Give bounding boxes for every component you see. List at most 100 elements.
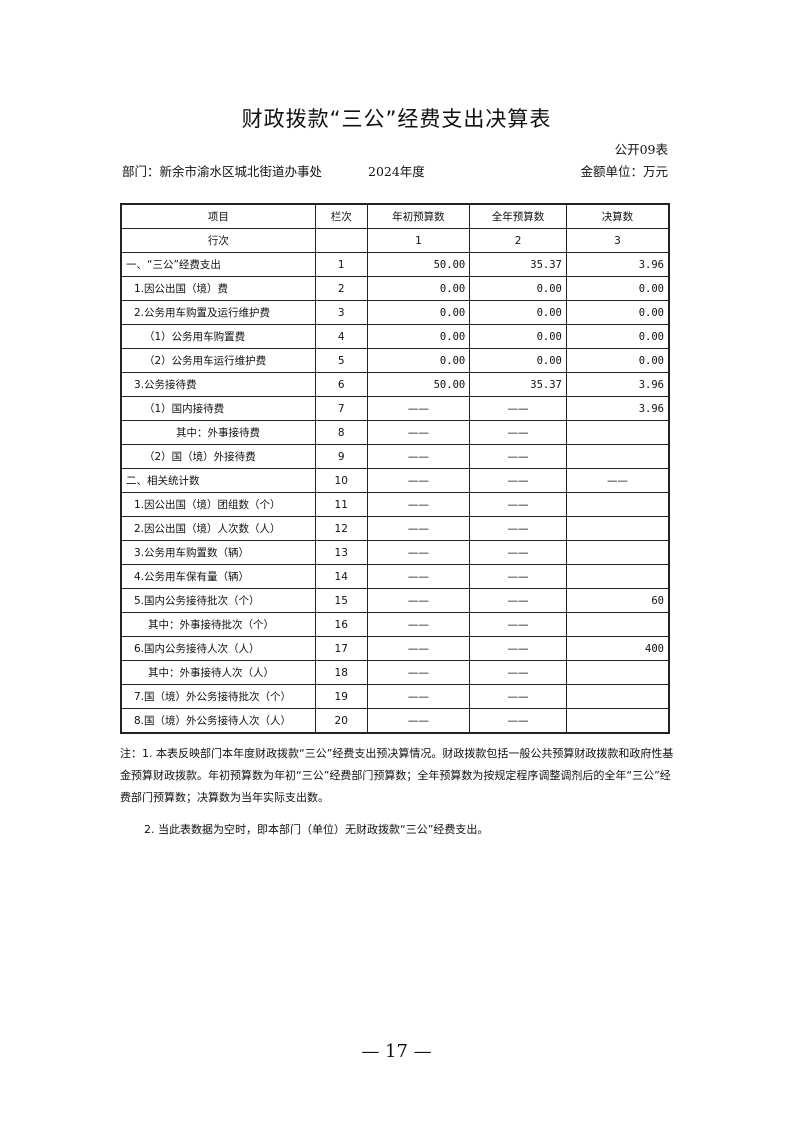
table-cell: 18 [314, 660, 368, 685]
table-cell: 3.96 [565, 396, 670, 421]
table-cell: —— [469, 660, 567, 685]
table-cell: 15 [314, 588, 368, 613]
table-row: 2.公务用车购置及运行维护费 3 0.00 0.00 0.00 [120, 300, 670, 325]
table-cell: 年初预算数 [366, 203, 471, 229]
table-cell: —— [565, 468, 670, 493]
table-cell: 0.00 [469, 324, 567, 349]
table-cell: 17 [314, 636, 368, 661]
table-cell: 11 [314, 492, 368, 517]
table-row: 3.公务接待费 6 50.00 35.37 3.96 [120, 372, 670, 397]
table-cell: 8.国（境）外公务接待人次（人） [120, 708, 316, 734]
table-cell: —— [366, 588, 471, 613]
table-cell: —— [469, 564, 567, 589]
table-cell: 3.96 [565, 372, 670, 397]
table-cell: 项目 [120, 203, 316, 229]
table-cell: —— [469, 468, 567, 493]
table-cell: 7 [314, 396, 368, 421]
table-cell: 其中：外事接待批次（个） [120, 612, 316, 637]
table-cell: —— [469, 396, 567, 421]
table-row: （1）公务用车购置费 4 0.00 0.00 0.00 [120, 324, 670, 349]
note-2: 2. 当此表数据为空时，即本部门（单位）无财政拨款“三公”经费支出。 [144, 823, 489, 836]
table-cell: —— [366, 660, 471, 685]
table-cell: —— [366, 396, 471, 421]
table-cell: 0.00 [565, 324, 670, 349]
table-number: 公开09表 [614, 142, 668, 157]
table-cell: 19 [314, 684, 368, 709]
table-cell: 50.00 [366, 372, 471, 397]
table-cell: 1.因公出国（境）费 [120, 276, 316, 301]
table-cell: 2.公务用车购置及运行维护费 [120, 300, 316, 325]
table-cell: 3.公务接待费 [120, 372, 316, 397]
table-cell: 0.00 [469, 276, 567, 301]
table-cell: 3 [565, 228, 670, 253]
table-cell: —— [469, 636, 567, 661]
table-cell: 7.国（境）外公务接待批次（个） [120, 684, 316, 709]
table-cell [565, 492, 670, 517]
table-cell: 35.37 [469, 252, 567, 277]
table-row: 7.国（境）外公务接待批次（个） 19 —— —— [120, 684, 670, 709]
table-row: 项目 栏次 年初预算数 全年预算数 决算数 [120, 203, 670, 229]
table-cell: —— [366, 636, 471, 661]
table-cell: 2 [314, 276, 368, 301]
notes: 注：1. 本表反映部门本年度财政拨款“三公”经费支出预决算情况。财政拨款包括一般… [120, 743, 680, 841]
table-row: 一、“三公”经费支出 1 50.00 35.37 3.96 [120, 252, 670, 277]
table-cell: 20 [314, 708, 368, 734]
table-cell [314, 228, 368, 253]
table-row: （1）国内接待费 7 —— —— 3.96 [120, 396, 670, 421]
table-cell: （2）公务用车运行维护费 [120, 348, 316, 373]
table-cell: 1 [314, 252, 368, 277]
table-cell: 0.00 [366, 300, 471, 325]
table-row: （2）公务用车运行维护费 5 0.00 0.00 0.00 [120, 348, 670, 373]
table-cell: 14 [314, 564, 368, 589]
table-cell: （1）公务用车购置费 [120, 324, 316, 349]
table-row: 4.公务用车保有量（辆） 14 —— —— [120, 564, 670, 589]
table-cell: 栏次 [314, 203, 368, 229]
table-cell: 3 [314, 300, 368, 325]
table-row: 3.公务用车购置数（辆） 13 —— —— [120, 540, 670, 565]
year: 2024年度 [368, 164, 425, 179]
table-cell: —— [469, 612, 567, 637]
table-cell: 一、“三公”经费支出 [120, 252, 316, 277]
table-cell: 3.公务用车购置数（辆） [120, 540, 316, 565]
table-cell: 0.00 [469, 348, 567, 373]
department: 部门：新余市渝水区城北街道办事处 [122, 164, 323, 179]
table-cell: 16 [314, 612, 368, 637]
table-row: （2）国（境）外接待费 9 —— —— [120, 444, 670, 469]
table-cell: 其中：外事接待费 [120, 420, 316, 445]
table-cell: 2 [469, 228, 567, 253]
table-cell [565, 540, 670, 565]
table-cell: —— [366, 684, 471, 709]
table-cell: （2）国（境）外接待费 [120, 444, 316, 469]
table-cell: —— [469, 684, 567, 709]
table-cell: 0.00 [366, 348, 471, 373]
table-cell: —— [469, 444, 567, 469]
table-cell [565, 684, 670, 709]
table-cell: 1 [366, 228, 471, 253]
table-cell: —— [366, 492, 471, 517]
table-cell: 35.37 [469, 372, 567, 397]
table-cell: —— [366, 420, 471, 445]
page-title: 财政拨款“三公”经费支出决算表 [241, 107, 552, 131]
table-cell: （1）国内接待费 [120, 396, 316, 421]
table-cell: 行次 [120, 228, 316, 253]
table-cell: 其中：外事接待人次（人） [120, 660, 316, 685]
table-row: 8.国（境）外公务接待人次（人） 20 —— —— [120, 708, 670, 734]
table-cell: 0.00 [366, 324, 471, 349]
table-cell: —— [469, 516, 567, 541]
table-cell: 0.00 [366, 276, 471, 301]
table-cell [565, 564, 670, 589]
table-cell: 4.公务用车保有量（辆） [120, 564, 316, 589]
table-cell: 6.国内公务接待人次（人） [120, 636, 316, 661]
table-cell [565, 420, 670, 445]
table-cell: —— [469, 492, 567, 517]
table-cell: 13 [314, 540, 368, 565]
table-cell: 0.00 [469, 300, 567, 325]
table-cell: —— [366, 516, 471, 541]
table-row: 其中：外事接待批次（个） 16 —— —— [120, 612, 670, 637]
table-row: 2.因公出国（境）人次数（人） 12 —— —— [120, 516, 670, 541]
table-cell: 50.00 [366, 252, 471, 277]
table-cell: —— [366, 468, 471, 493]
table-cell: —— [366, 612, 471, 637]
table-cell [565, 444, 670, 469]
